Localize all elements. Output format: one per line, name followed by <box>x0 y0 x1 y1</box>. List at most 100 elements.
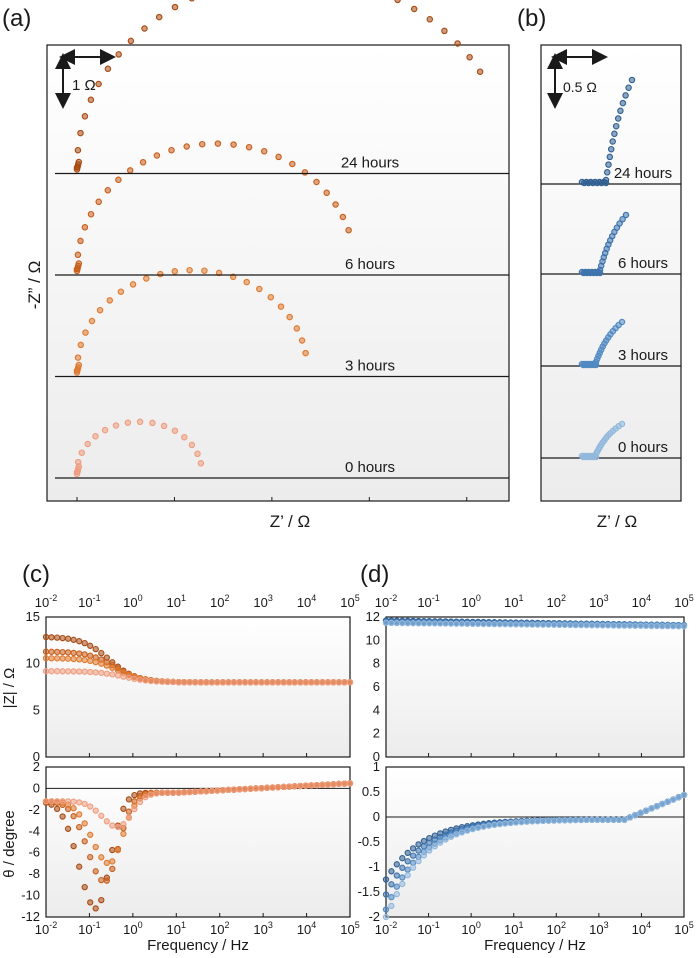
data-point-a <box>168 146 175 154</box>
bode-magnitude-point <box>330 679 337 686</box>
bode-magnitude-point <box>42 655 50 662</box>
bode-phase-point <box>92 843 99 851</box>
bode-phase-point <box>70 798 77 805</box>
panel-label-b: (b) <box>517 5 546 32</box>
bode-magnitude-point <box>604 622 612 629</box>
y-tick-label-bottom: -12 <box>21 909 40 924</box>
bode-magnitude-point <box>610 622 617 629</box>
data-point-a <box>75 260 83 267</box>
bode-phase-point <box>64 825 72 832</box>
data-point-a <box>129 281 137 288</box>
bode-magnitude-point <box>393 619 400 627</box>
bode-magnitude-point <box>48 655 55 662</box>
bode-magnitude-point <box>291 679 298 686</box>
data-point-a <box>313 178 320 186</box>
data-point-a <box>345 226 352 234</box>
bode-magnitude-point <box>92 658 99 666</box>
bode-phase-point <box>480 823 487 830</box>
data-point-a <box>136 418 144 426</box>
bode-magnitude-point <box>659 622 666 630</box>
data-point-a <box>141 25 148 32</box>
bode-magnitude-point <box>125 674 133 681</box>
bode-magnitude-point <box>409 620 417 627</box>
c-xlabel: Frequency / Hz <box>147 937 249 954</box>
data-point-a <box>286 313 293 321</box>
data-point-a <box>441 27 448 35</box>
data-point-a <box>96 306 104 314</box>
data-point-a <box>197 460 205 467</box>
data-point-a <box>214 140 222 147</box>
bode-magnitude-point <box>247 679 254 686</box>
bode-phase-point <box>474 824 482 831</box>
data-point-a <box>277 303 285 310</box>
x-tick-label-bottom: 105 <box>340 920 359 937</box>
bode-phase-point <box>103 859 110 867</box>
bode-phase-point <box>125 808 133 815</box>
data-point-b <box>605 161 612 168</box>
bode-magnitude-point <box>469 620 476 628</box>
data-point-a <box>88 317 96 325</box>
y-tick-label-bottom: -1.5 <box>358 884 380 899</box>
bode-phase-point <box>615 816 623 823</box>
bode-phase-point <box>103 877 110 884</box>
bode-magnitude-point <box>76 650 83 657</box>
data-point-a <box>186 266 193 274</box>
bode-phase-point <box>252 785 260 792</box>
data-point-a <box>171 427 179 434</box>
bode-phase-point <box>87 899 94 906</box>
bode-phase-point <box>175 789 182 796</box>
bode-magnitude-point <box>59 655 66 662</box>
bode-magnitude-point <box>615 622 623 629</box>
y-tick-label-bottom: -10 <box>21 888 40 903</box>
bode-magnitude-point <box>539 621 547 628</box>
bode-magnitude-point <box>653 622 661 630</box>
bode-magnitude-point <box>252 679 260 686</box>
bode-magnitude-point <box>474 620 482 628</box>
bode-magnitude-point <box>648 622 655 630</box>
bode-magnitude-point <box>81 651 88 658</box>
bode-magnitude-point <box>103 670 110 677</box>
bode-phase-point <box>642 807 650 814</box>
bode-phase-point <box>114 823 122 831</box>
data-point-a <box>289 160 296 168</box>
x-tick-label-bottom: 104 <box>632 920 651 937</box>
bode-magnitude-point <box>92 669 99 676</box>
data-point-b <box>619 215 626 223</box>
x-tick-label-bottom: 105 <box>674 920 693 937</box>
bode-phase-point <box>399 864 406 871</box>
y-tick-label-bottom: 1 <box>373 759 380 774</box>
y-tick-label-bottom: -8 <box>28 866 40 881</box>
data-point-a <box>243 278 250 286</box>
data-point-a <box>275 153 282 161</box>
bode-magnitude-point <box>464 620 471 627</box>
bode-phase-point <box>518 818 525 826</box>
data-point-a <box>127 37 135 45</box>
d-xlabel: Frequency / Hz <box>484 937 586 954</box>
bode-magnitude-point <box>382 619 390 626</box>
bode-magnitude-point <box>136 676 144 683</box>
y-tick-label-top: 5 <box>33 702 40 717</box>
bode-phase-point <box>393 872 400 879</box>
bode-magnitude-point <box>70 668 77 675</box>
bode-magnitude-point <box>621 622 628 629</box>
bode-phase-point <box>103 818 110 825</box>
bode-magnitude-point <box>70 636 77 643</box>
data-point-a <box>87 210 95 218</box>
bode-phase-point <box>409 845 417 852</box>
data-point-b <box>614 115 622 122</box>
data-point-a <box>104 187 112 194</box>
bode-magnitude-point <box>59 634 66 642</box>
data-point-a <box>332 201 339 208</box>
bode-magnitude-point <box>577 621 585 629</box>
bode-magnitude-point <box>98 649 105 657</box>
bode-magnitude-point <box>59 668 66 675</box>
data-point-b <box>612 122 620 130</box>
panel-d-top-frame <box>385 616 685 758</box>
bode-magnitude-point <box>76 668 83 675</box>
data-point-a <box>92 433 99 440</box>
bode-magnitude-point <box>131 675 138 682</box>
bode-phase-point <box>76 811 83 818</box>
bode-phase-point <box>76 863 83 870</box>
bode-magnitude-point <box>388 619 395 627</box>
data-point-a <box>410 5 418 13</box>
